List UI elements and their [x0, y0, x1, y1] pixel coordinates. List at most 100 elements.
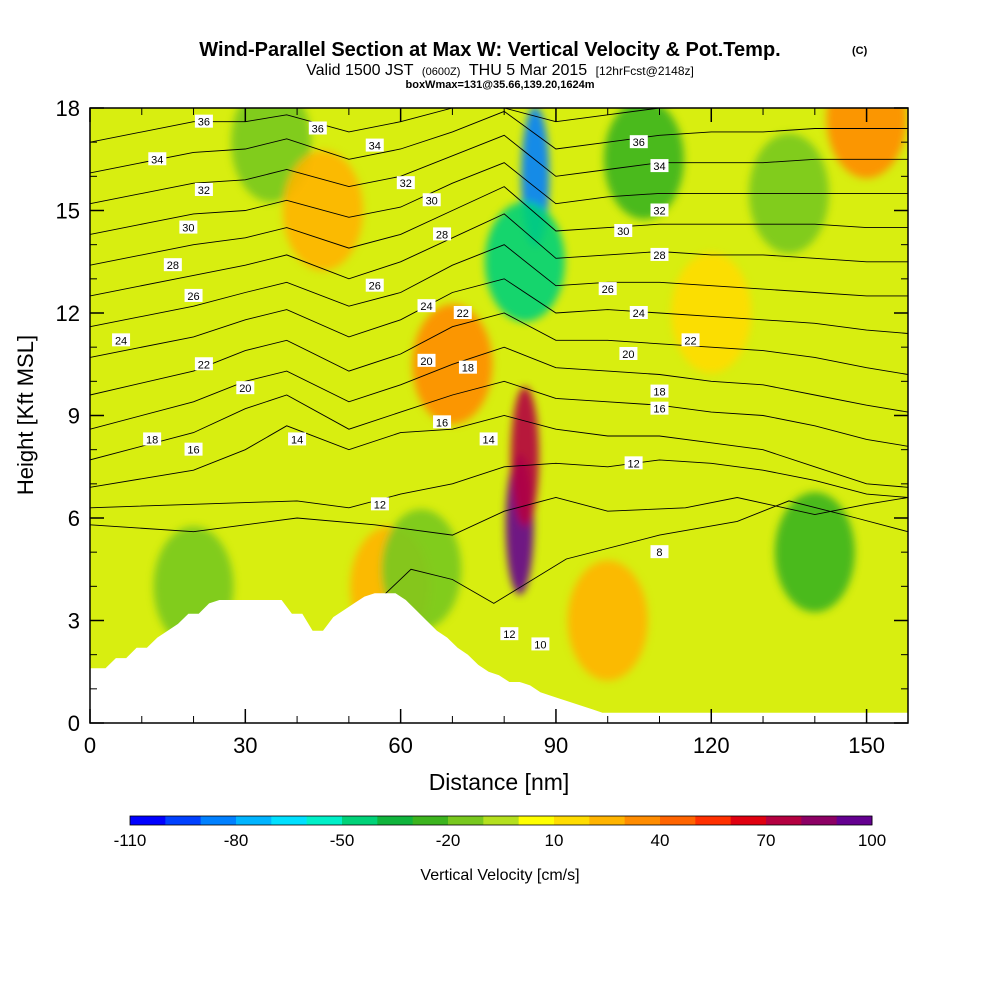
- svg-text:20: 20: [622, 349, 634, 361]
- colorbar-swatch: [730, 816, 767, 825]
- colorbar-swatch: [589, 816, 626, 825]
- contour-label: 32: [650, 203, 669, 218]
- velocity-cell: [603, 108, 684, 220]
- svg-text:36: 36: [198, 117, 210, 129]
- theta-contour-line: [90, 244, 908, 328]
- x-tick-label: 60: [388, 733, 412, 758]
- svg-text:32: 32: [653, 206, 665, 218]
- contour-label: 24: [112, 333, 131, 347]
- contour-label: 12: [624, 456, 643, 470]
- contour-label: 18: [650, 384, 669, 399]
- colorbar-swatch: [236, 816, 272, 825]
- colorbar: -110 -80 -50 -20 10 40 70 100: [114, 815, 886, 850]
- colorbar-swatch: [836, 816, 873, 825]
- theta-contour-line: [90, 162, 908, 235]
- x-tick-label: 0: [84, 733, 96, 758]
- velocity-cell: [826, 108, 907, 179]
- velocity-cell: [774, 492, 855, 613]
- svg-text:22: 22: [684, 335, 696, 347]
- valid-time: Valid 1500 JST: [306, 62, 414, 79]
- colorbar-tick-label: -20: [436, 831, 461, 850]
- contour-label: 36: [308, 121, 327, 136]
- copyright-mark: (C): [852, 45, 868, 57]
- x-tick-label: 150: [848, 733, 885, 758]
- contour-label: 14: [288, 432, 307, 446]
- colorbar-tick-label: 10: [545, 831, 564, 850]
- theta-contour-line: [90, 186, 908, 266]
- colorbar-swatch: [165, 816, 202, 825]
- contour-label: 30: [422, 193, 441, 207]
- svg-text:30: 30: [182, 223, 194, 235]
- y-axis-label: Height [Kft MSL]: [13, 335, 38, 495]
- colorbar-tick-label: -80: [224, 831, 249, 850]
- svg-text:22: 22: [457, 308, 469, 320]
- contour-label: 26: [365, 278, 384, 293]
- theta-contour-line: [90, 134, 908, 205]
- colorbar-tick-label: 100: [858, 831, 886, 850]
- theta-contour-line: [90, 110, 908, 174]
- theta-contours: [90, 108, 908, 615]
- theta-contour-line: [90, 346, 908, 430]
- svg-text:28: 28: [653, 250, 665, 262]
- svg-text:22: 22: [198, 359, 210, 371]
- colorbar-swatch: [695, 816, 732, 825]
- contour-label: 24: [629, 306, 648, 320]
- svg-text:8: 8: [656, 547, 662, 559]
- colorbar-swatch: [624, 816, 661, 825]
- svg-text:14: 14: [291, 434, 303, 446]
- theta-contour-line: [90, 213, 908, 297]
- velocity-cell: [510, 386, 539, 527]
- colorbar-swatch: [448, 816, 484, 825]
- x-tick-label: 90: [544, 733, 568, 758]
- svg-text:34: 34: [151, 154, 163, 166]
- svg-text:10: 10: [534, 639, 546, 651]
- valid-utc: (0600Z): [422, 66, 461, 78]
- svg-text:12: 12: [627, 458, 639, 470]
- colorbar-swatch: [412, 816, 449, 825]
- contour-label: 10: [531, 637, 550, 651]
- contour-label: 16: [650, 401, 669, 416]
- contour-label: 20: [417, 353, 436, 368]
- svg-text:30: 30: [617, 226, 629, 238]
- velocity-cell: [567, 560, 648, 681]
- colorbar-swatch: [271, 816, 308, 825]
- contour-label: 30: [179, 220, 198, 235]
- svg-text:24: 24: [115, 335, 127, 347]
- y-tick-label: 12: [56, 301, 80, 326]
- svg-text:32: 32: [198, 185, 210, 197]
- chart-title: Wind-Parallel Section at Max W: Vertical…: [199, 39, 780, 61]
- svg-text:16: 16: [436, 417, 448, 429]
- velocity-cell: [484, 201, 565, 322]
- contour-label: 12: [370, 497, 389, 511]
- contour-label: 22: [194, 357, 213, 371]
- theta-contour-line: [90, 108, 908, 143]
- colorbar-swatch: [766, 816, 802, 825]
- svg-text:32: 32: [400, 178, 412, 190]
- svg-text:16: 16: [653, 404, 665, 416]
- svg-text:20: 20: [420, 356, 432, 368]
- svg-text:12: 12: [503, 629, 515, 641]
- svg-text:20: 20: [239, 383, 251, 395]
- svg-text:24: 24: [420, 301, 432, 313]
- theta-contour-line: [90, 278, 908, 358]
- svg-text:34: 34: [369, 141, 381, 153]
- box-info: boxWmax=131@35.66,139.20,1624m: [406, 79, 595, 91]
- contour-label: 20: [236, 381, 255, 395]
- y-tick-label: 18: [56, 96, 80, 121]
- colorbar-swatch: [306, 816, 343, 825]
- theta-contour-line: [90, 459, 908, 509]
- svg-text:14: 14: [483, 434, 495, 446]
- contour-label: 36: [629, 135, 648, 149]
- svg-text:18: 18: [146, 434, 158, 446]
- y-tick-label: 15: [56, 199, 80, 224]
- contour-labels: 8 10 12 14 16 18 20 22 24 26 28 30 32 34 36 12 12 16 16 14 1…: [112, 114, 700, 651]
- contour-label: 14: [479, 432, 498, 446]
- colorbar-swatch: [660, 816, 696, 825]
- forecast-info: [12hrFcst@2148z]: [596, 64, 694, 78]
- colorbar-swatch: [342, 816, 378, 825]
- colorbar-tick-label: -110: [114, 831, 147, 850]
- contour-label: 22: [681, 333, 700, 347]
- svg-text:18: 18: [462, 363, 474, 375]
